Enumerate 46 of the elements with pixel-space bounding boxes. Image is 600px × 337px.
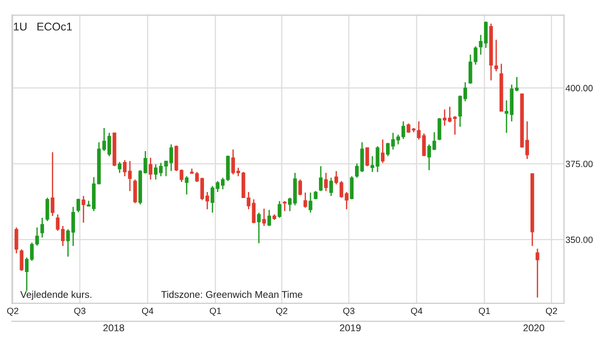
candlestick [536, 248, 540, 298]
candlestick [262, 208, 266, 227]
x2-tick-label: 2020 [523, 324, 544, 332]
candlestick [324, 172, 328, 192]
candlestick [494, 39, 498, 72]
candlestick [329, 177, 333, 197]
candlestick [257, 212, 261, 244]
candlestick [380, 138, 385, 164]
candlestick [308, 192, 312, 214]
x-tick-label: Q1 [210, 308, 221, 316]
candlestick [267, 209, 272, 227]
x-tick-label: Q4 [411, 308, 422, 316]
candlestick [20, 248, 24, 272]
candlestick [46, 197, 50, 222]
x2-tick-label: 2019 [340, 324, 361, 332]
candlestick [303, 192, 308, 208]
x-tick-label: Q4 [142, 308, 154, 316]
candlestick [133, 178, 137, 204]
annotation: Tidszone: Greenwich Mean Time [161, 290, 302, 298]
candlestick [318, 166, 323, 192]
y-tick-label: 375.00 [566, 160, 593, 168]
candlestick [82, 195, 86, 224]
candlestick [184, 176, 188, 196]
annotation: Vejledende kurs. [20, 290, 92, 300]
candlestick [438, 117, 442, 141]
x2-tick-label: 2018 [103, 324, 124, 332]
text: 1U ECOc1 [14, 22, 72, 31]
x-tick-label: Q2 [7, 308, 18, 316]
candlestick [298, 178, 302, 196]
candlestick [40, 217, 44, 238]
candlestick [350, 176, 354, 200]
x-tick-label: Q3 [74, 308, 86, 316]
candlestick [148, 157, 152, 180]
x-tick-label: Q2 [546, 308, 558, 316]
y-tick-label: 350.00 [566, 236, 593, 243]
candlestick [50, 152, 54, 217]
x-tick-label: Q2 [276, 308, 288, 316]
x-tick-label: Q1 [478, 308, 490, 316]
candlestick [278, 200, 282, 218]
candlestick [76, 198, 80, 213]
x-tick-label: Q3 [343, 308, 354, 316]
candlestick [365, 147, 370, 167]
y-tick-label: 400.00 [566, 84, 593, 92]
candlestick [282, 200, 287, 212]
candlestick [14, 226, 18, 254]
candlestick [118, 161, 122, 174]
